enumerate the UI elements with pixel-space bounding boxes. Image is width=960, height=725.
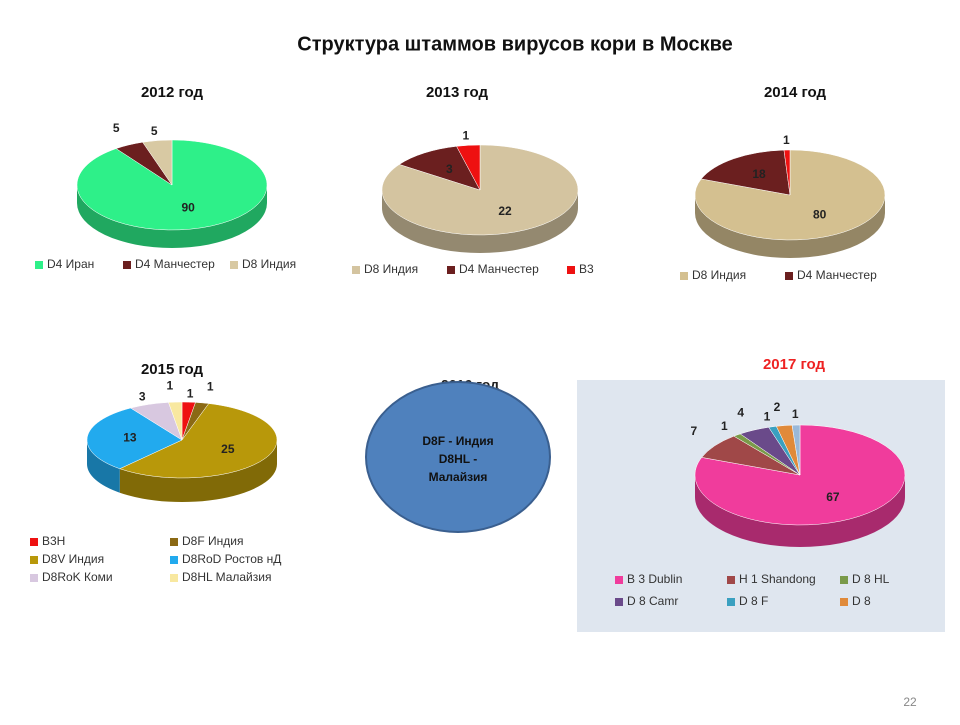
pie-slice <box>86 407 183 469</box>
data-label: 1 <box>783 133 790 147</box>
legend-swatch <box>230 261 238 269</box>
legend-label: D4 Манчестер <box>797 268 877 282</box>
data-label: 5 <box>113 121 120 135</box>
legend-swatch <box>170 556 178 564</box>
legend-swatch <box>567 266 575 274</box>
page-number: 22 <box>903 695 917 709</box>
data-label: 13 <box>123 431 137 445</box>
legend-swatch <box>727 576 735 584</box>
pie-slice <box>700 149 791 196</box>
legend-label: D8 Индия <box>692 268 746 282</box>
data-label: 2 <box>774 400 781 414</box>
legend-swatch <box>170 574 178 582</box>
pie-slice <box>456 144 481 191</box>
pie-side <box>382 190 578 253</box>
data-label: 90 <box>181 201 195 215</box>
legend-label: D4 Иран <box>47 257 94 271</box>
legend-label: D 8 <box>852 594 871 608</box>
legend-swatch <box>352 266 360 274</box>
legend-label: D 8 HL <box>852 572 890 586</box>
data-label: 80 <box>813 208 827 222</box>
data-label: 5 <box>151 124 158 138</box>
note-line: Малайзия <box>429 470 488 484</box>
legend-swatch <box>727 598 735 606</box>
chart-title: 2015 год <box>141 361 204 378</box>
legend-label: D8RoD Ростов нД <box>182 552 281 566</box>
pie-slice <box>398 146 481 191</box>
legend-swatch <box>840 598 848 606</box>
legend-swatch <box>680 272 688 280</box>
legend-label: B3 <box>579 262 594 276</box>
data-label: 1 <box>207 380 214 394</box>
legend-swatch <box>615 576 623 584</box>
legend-label: B3H <box>42 534 65 548</box>
data-label: 22 <box>498 204 512 218</box>
legend-label: D4 Манчестер <box>459 262 539 276</box>
data-label: 67 <box>826 490 840 504</box>
data-label: 1 <box>462 129 469 143</box>
slide-title: Структура штаммов вирусов кори в Москве <box>297 33 733 55</box>
data-label: 3 <box>139 389 146 403</box>
pie-side <box>77 185 267 248</box>
data-label: 18 <box>752 167 766 181</box>
legend-swatch <box>35 261 43 269</box>
pie-slice <box>783 149 791 196</box>
note-line: D8F - Индия <box>422 434 493 448</box>
pie-side <box>695 475 905 547</box>
pie-slice <box>791 424 801 476</box>
legend-swatch <box>30 538 38 546</box>
legend-label: D8V Индия <box>42 552 104 566</box>
legend-swatch <box>785 272 793 280</box>
legend-swatch <box>123 261 131 269</box>
legend-label: B 3 Dublin <box>627 572 682 586</box>
legend-label: D4 Манчестер <box>135 257 215 271</box>
chart-title: 2013 год <box>426 84 489 101</box>
legend-label: D 8 F <box>739 594 768 608</box>
pie-side <box>695 195 885 258</box>
pie-side <box>119 440 277 503</box>
note-ellipse <box>365 381 551 533</box>
legend-swatch <box>30 574 38 582</box>
chart-title: 2014 год <box>764 84 827 101</box>
pie-slice <box>142 139 173 186</box>
chart-title: 2017 год <box>763 356 826 373</box>
pie-slice <box>119 403 278 479</box>
data-label: 3 <box>446 162 453 176</box>
legend-label: D8F Индия <box>182 534 243 548</box>
legend-swatch <box>30 556 38 564</box>
legend-swatch <box>615 598 623 606</box>
legend-swatch <box>170 538 178 546</box>
legend-label: D8HL Малайзия <box>182 570 271 584</box>
legend-label: D8RoK Коми <box>42 570 113 584</box>
data-label: 1 <box>167 379 174 393</box>
legend-label: H 1 Shandong <box>739 572 816 586</box>
legend-label: D8 Индия <box>242 257 296 271</box>
legend-swatch <box>447 266 455 274</box>
pie-side <box>87 440 120 493</box>
legend-label: D 8 Camr <box>627 594 678 608</box>
data-label: 4 <box>737 405 744 419</box>
note-line: D8HL - <box>439 452 477 466</box>
pie-slice <box>168 401 183 441</box>
legend-label: D8 Индия <box>364 262 418 276</box>
data-label: 1 <box>187 387 194 401</box>
chart-title: 2012 год <box>141 84 204 101</box>
data-label: 1 <box>764 409 771 423</box>
data-label: 25 <box>221 442 235 456</box>
data-label: 7 <box>690 424 697 438</box>
data-label: 1 <box>721 419 728 433</box>
data-label: 1 <box>792 407 799 421</box>
legend-swatch <box>840 576 848 584</box>
